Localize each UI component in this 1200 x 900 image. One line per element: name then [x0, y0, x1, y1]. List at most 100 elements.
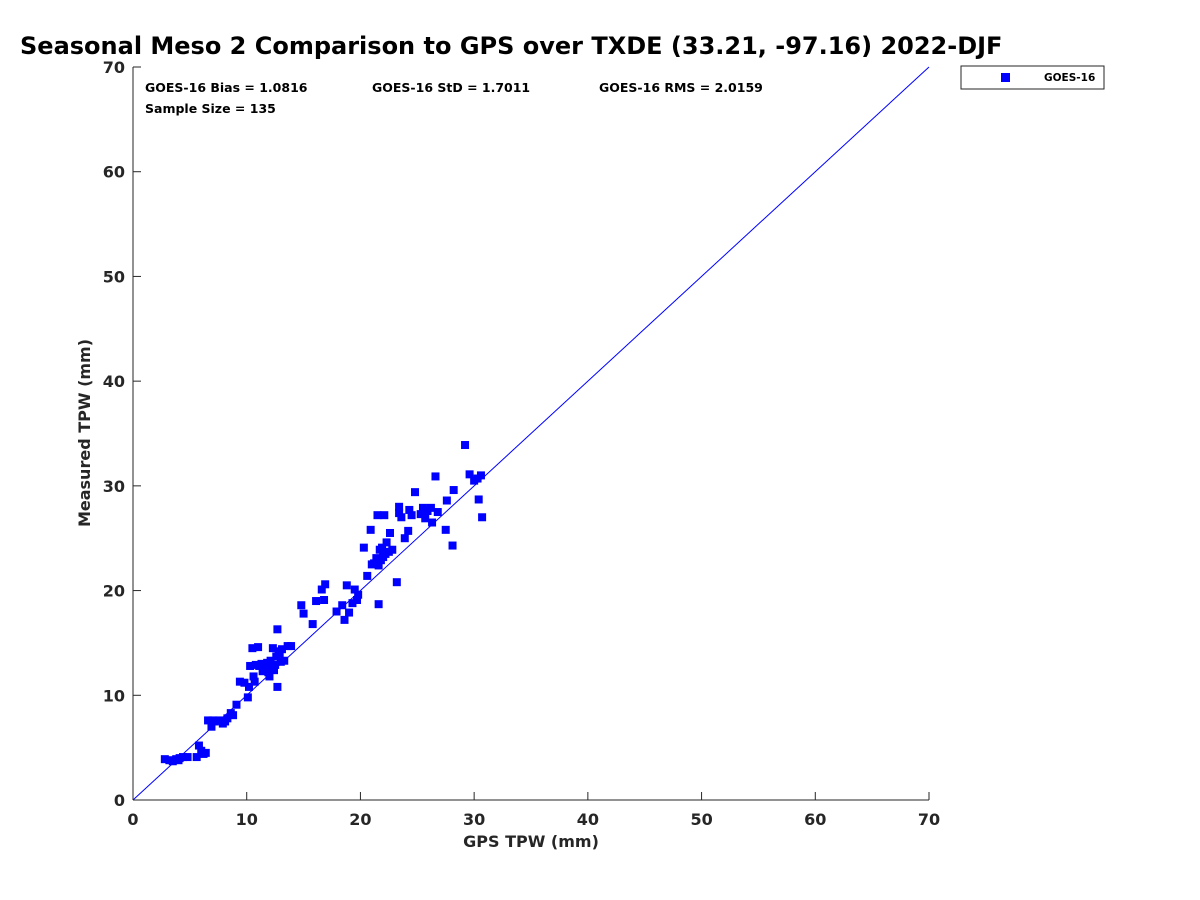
data-point: [373, 511, 382, 520]
stat-std: GOES-16 StD = 1.7011: [372, 80, 530, 95]
y-tick-label: 20: [103, 582, 125, 601]
data-point: [380, 511, 389, 520]
data-point: [275, 649, 284, 658]
data-point: [353, 595, 362, 604]
data-point: [428, 518, 437, 527]
data-point: [244, 682, 253, 691]
data-point: [433, 508, 442, 517]
data-point: [201, 748, 210, 757]
y-axis-label: Measured TPW (mm): [75, 339, 94, 527]
data-point: [160, 755, 169, 764]
data-point: [345, 608, 354, 617]
plot-area: 0 10 20 30 40 50 60 70 0 10 20 30 40 50 60 70: [103, 58, 940, 829]
data-point: [248, 644, 257, 653]
data-point: [405, 505, 414, 514]
data-point: [254, 643, 263, 652]
axes: [132, 67, 929, 801]
data-point: [243, 693, 252, 702]
data-point: [257, 659, 266, 668]
x-tick-label: 60: [804, 810, 826, 829]
data-point: [308, 620, 317, 629]
data-point: [378, 543, 387, 552]
data-point: [374, 600, 383, 609]
legend-marker-square: [1001, 73, 1010, 82]
data-point: [273, 625, 282, 634]
data-point: [426, 503, 435, 512]
data-point: [404, 526, 413, 535]
data-point: [204, 716, 213, 725]
data-point: [183, 753, 192, 762]
x-axis-ticks: 0 10 20 30 40 50 60 70: [127, 792, 940, 829]
y-axis-ticks: 0 10 20 30 40 50 60 70: [103, 58, 141, 810]
stat-sample-size: Sample Size = 135: [145, 101, 276, 116]
data-point: [321, 580, 330, 589]
data-point: [340, 615, 349, 624]
y-tick-label: 0: [114, 791, 125, 810]
legend: GOES-16: [960, 65, 1105, 90]
data-point: [297, 601, 306, 610]
data-point: [264, 668, 273, 677]
data-point: [277, 645, 286, 654]
legend-box: [960, 65, 1105, 90]
data-point: [348, 599, 357, 608]
data-point: [395, 509, 404, 518]
legend-label: GOES-16: [1044, 72, 1095, 84]
data-point: [385, 528, 394, 537]
data-point: [476, 471, 485, 480]
data-point: [312, 597, 321, 606]
y-tick-label: 40: [103, 372, 125, 391]
data-point: [266, 656, 275, 665]
data-point: [342, 581, 351, 590]
data-point: [207, 722, 216, 731]
data-point: [418, 503, 427, 512]
data-point: [421, 514, 430, 523]
y-tick-label: 50: [103, 267, 125, 286]
data-point: [250, 677, 259, 686]
y-tick-label: 10: [103, 686, 125, 705]
data-point: [273, 682, 282, 691]
data-point: [194, 741, 203, 750]
data-point: [267, 663, 276, 672]
x-tick-label: 40: [577, 810, 599, 829]
data-point: [223, 714, 232, 723]
data-point: [388, 545, 397, 554]
x-tick-label: 20: [349, 810, 371, 829]
data-point: [287, 642, 296, 651]
data-point: [354, 590, 363, 599]
data-point: [280, 656, 289, 665]
data-point: [431, 472, 440, 481]
data-point: [246, 661, 255, 670]
data-point: [397, 513, 406, 522]
stat-bias: GOES-16 Bias = 1.0816: [145, 80, 308, 95]
data-point: [299, 609, 308, 618]
data-point: [232, 700, 241, 709]
data-point: [359, 543, 368, 552]
data-point: [395, 502, 404, 511]
data-point: [411, 488, 420, 497]
data-point: [265, 672, 274, 681]
x-tick-label: 50: [690, 810, 712, 829]
data-point: [179, 753, 188, 762]
y-tick-label: 30: [103, 477, 125, 496]
data-point: [448, 541, 457, 550]
data-point: [374, 561, 383, 570]
data-point: [235, 677, 244, 686]
data-point: [465, 470, 474, 479]
data-point: [229, 711, 238, 720]
data-point: [363, 571, 372, 580]
data-point: [478, 513, 487, 522]
data-point: [372, 554, 381, 563]
data-point: [416, 510, 425, 519]
data-point: [441, 525, 450, 534]
data-point: [317, 585, 326, 594]
stat-rms: GOES-16 RMS = 2.0159: [599, 80, 763, 95]
data-point: [192, 753, 201, 762]
chart-title: Seasonal Meso 2 Comparison to GPS over T…: [20, 32, 1002, 60]
data-point: [382, 538, 391, 547]
data-point: [442, 496, 451, 505]
data-point: [249, 672, 258, 681]
data-point: [210, 717, 219, 726]
data-point: [366, 525, 375, 534]
y-tick-label: 60: [103, 163, 125, 182]
